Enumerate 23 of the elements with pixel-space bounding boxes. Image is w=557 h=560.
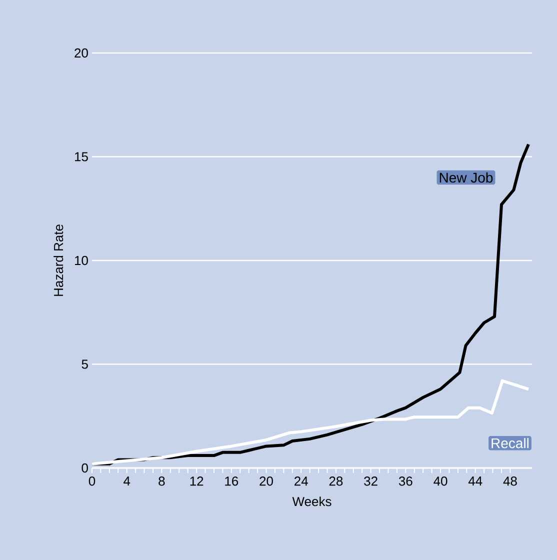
y-tick-label: 10 <box>74 256 88 266</box>
y-axis-title: Hazard Rate <box>54 224 64 296</box>
x-tick-label: 4 <box>124 476 130 486</box>
x-tick-label: 16 <box>225 476 238 486</box>
x-axis-title: Weeks <box>292 496 332 506</box>
x-tick-label: 24 <box>294 476 308 486</box>
x-tick-label: 36 <box>398 476 412 486</box>
y-tick-label: 0 <box>82 463 88 473</box>
y-tick-label: 5 <box>82 360 88 369</box>
series-label: New Job <box>440 172 493 183</box>
x-tick-label: 0 <box>88 476 96 486</box>
x-tick-label: 48 <box>503 476 517 486</box>
x-tick-label: 44 <box>468 476 482 486</box>
line-series <box>90 379 530 466</box>
x-tick-label: 40 <box>434 476 448 486</box>
x-tick-label: 12 <box>190 476 204 486</box>
x-tick-label: 20 <box>260 476 273 486</box>
y-tick-label: 20 <box>74 48 88 58</box>
x-tick-label: 32 <box>364 476 378 486</box>
series-label: Recall <box>492 438 529 448</box>
x-tick-label: 8 <box>158 476 165 486</box>
y-tick-label: 15 <box>74 152 88 162</box>
x-tick-label: 28 <box>329 476 343 486</box>
